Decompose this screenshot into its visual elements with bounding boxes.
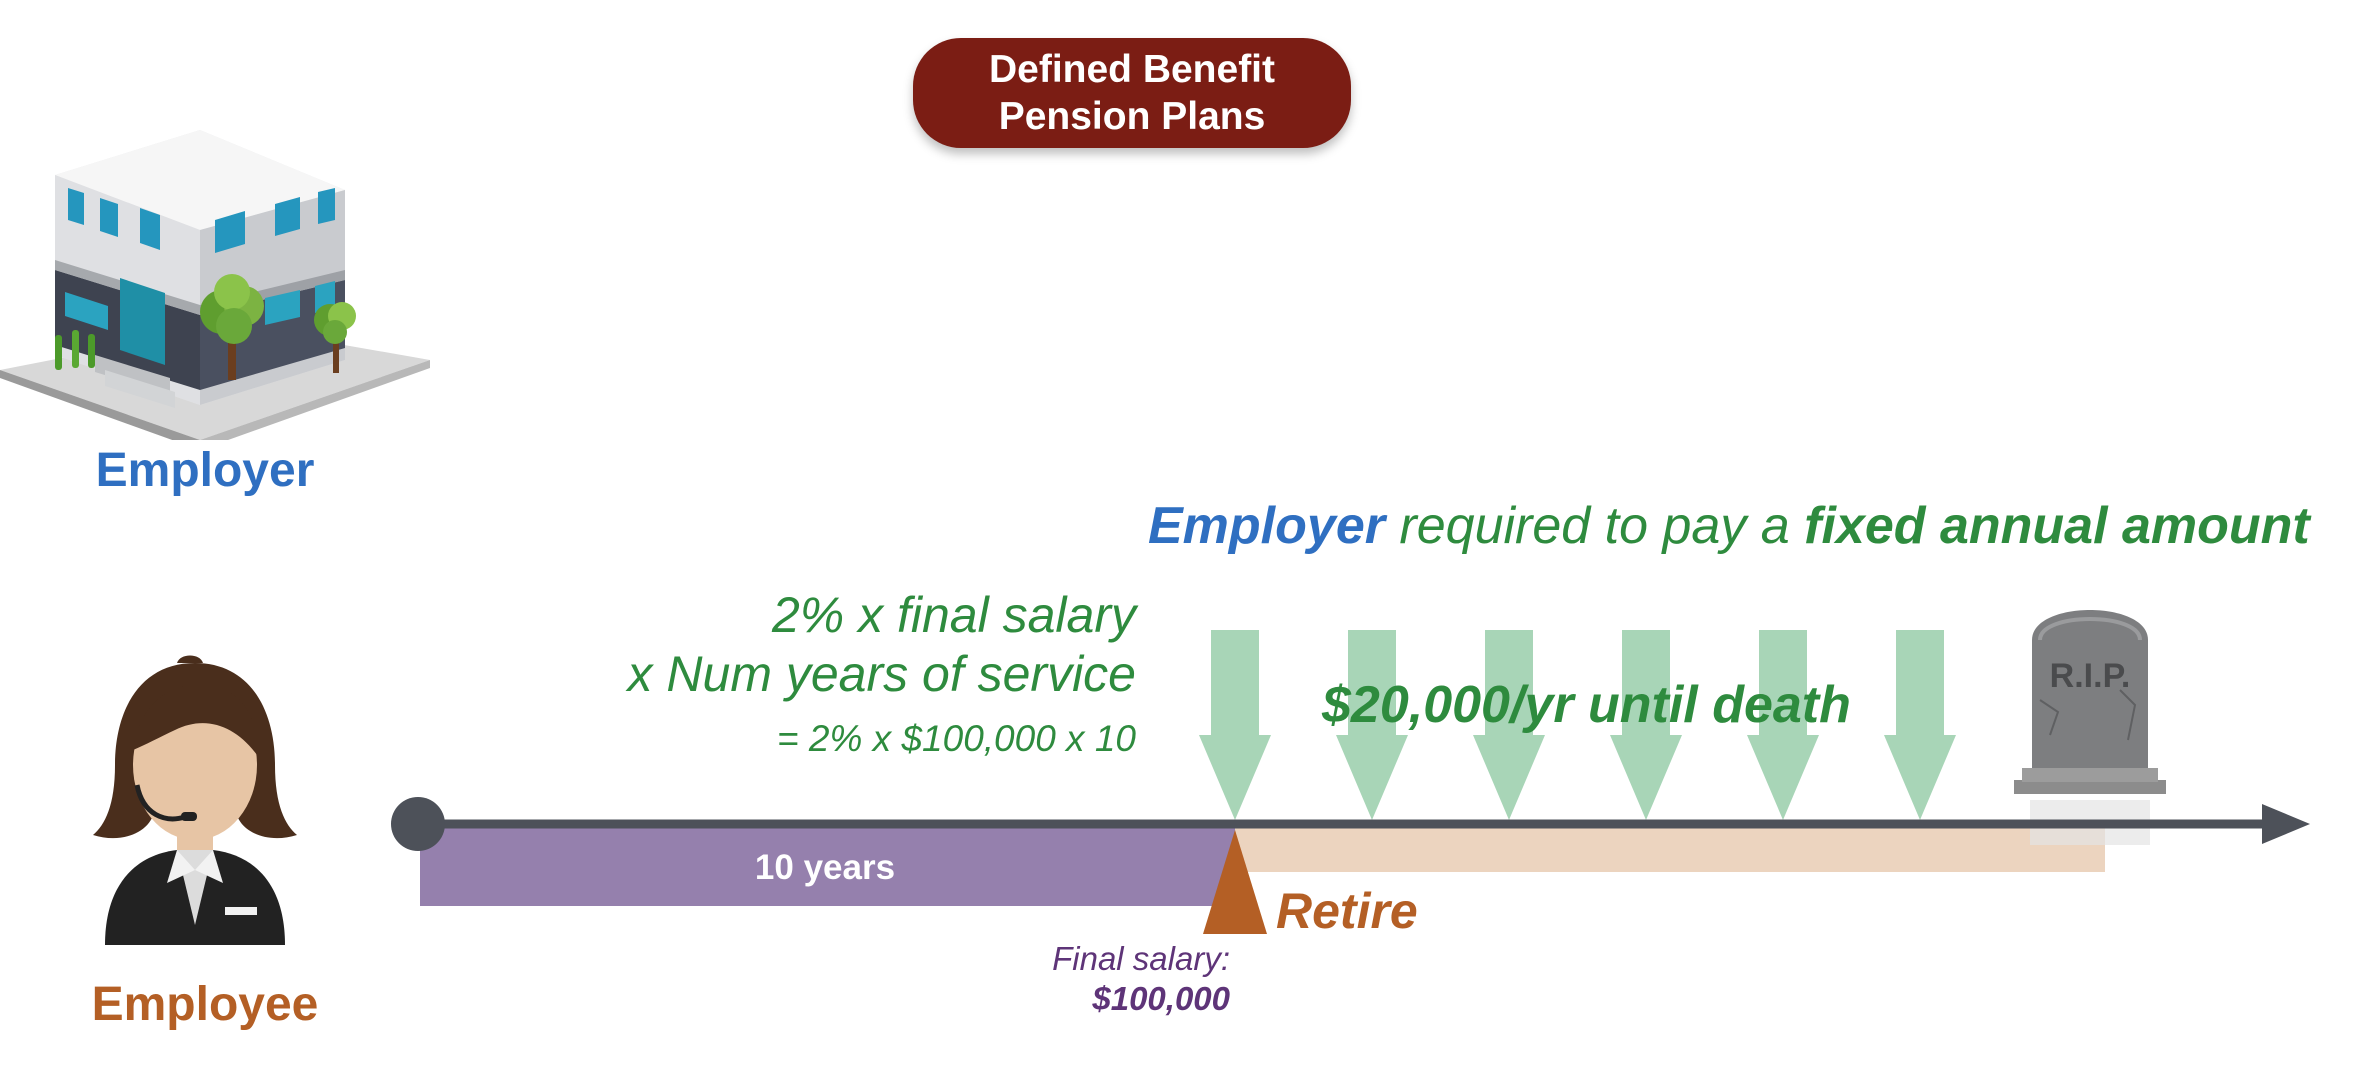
down-arrow-icon — [1884, 630, 1956, 820]
employee-label: Employee — [91, 978, 319, 1031]
timeline-start-dot — [391, 797, 445, 851]
down-arrow-icon — [1747, 630, 1819, 820]
formula-line-1: 2% x final salary — [771, 587, 1136, 643]
headline-emphasis: fixed annual amount — [1804, 497, 2310, 555]
title-line-2: Pension Plans — [998, 95, 1266, 138]
employer-label: Employer — [95, 444, 315, 497]
headline-middle: required to pay a — [1384, 497, 1805, 555]
down-arrow-icon — [1473, 630, 1545, 820]
formula-line-3: = 2% x $100,000 x 10 — [777, 718, 1136, 759]
headline-employer: Employer — [1148, 497, 1385, 555]
title-badge: Defined Benefit Pension Plans — [913, 38, 1351, 148]
final-salary-value: $100,000 — [1092, 980, 1230, 1017]
down-arrow-icon — [1610, 630, 1682, 820]
formula-line-2: x Num years of service — [627, 646, 1136, 702]
final-salary-label: Final salary: — [1052, 940, 1230, 977]
employee-avatar-icon — [93, 655, 297, 945]
down-arrow-icon — [1336, 630, 1408, 820]
annual-benefit-text: $20,000/yr until death — [1322, 676, 1851, 734]
tombstone-text: R.I.P. — [2050, 657, 2131, 695]
down-arrow-icon — [1199, 630, 1271, 820]
headline: Employer required to pay a fixed annual … — [1148, 496, 2310, 556]
retirement-period-bar — [1235, 828, 2105, 872]
payment-arrows — [1199, 630, 1956, 820]
title-line-1: Defined Benefit — [988, 48, 1276, 91]
service-years-label: 10 years — [754, 848, 896, 887]
office-building-icon — [0, 130, 430, 440]
retire-label: Retire — [1276, 883, 1418, 939]
service-period-bar — [420, 828, 1235, 906]
retire-triangle-icon — [1203, 830, 1267, 934]
timeline-arrowhead — [2262, 804, 2310, 844]
tombstone-icon: R.I.P. — [2014, 610, 2166, 845]
